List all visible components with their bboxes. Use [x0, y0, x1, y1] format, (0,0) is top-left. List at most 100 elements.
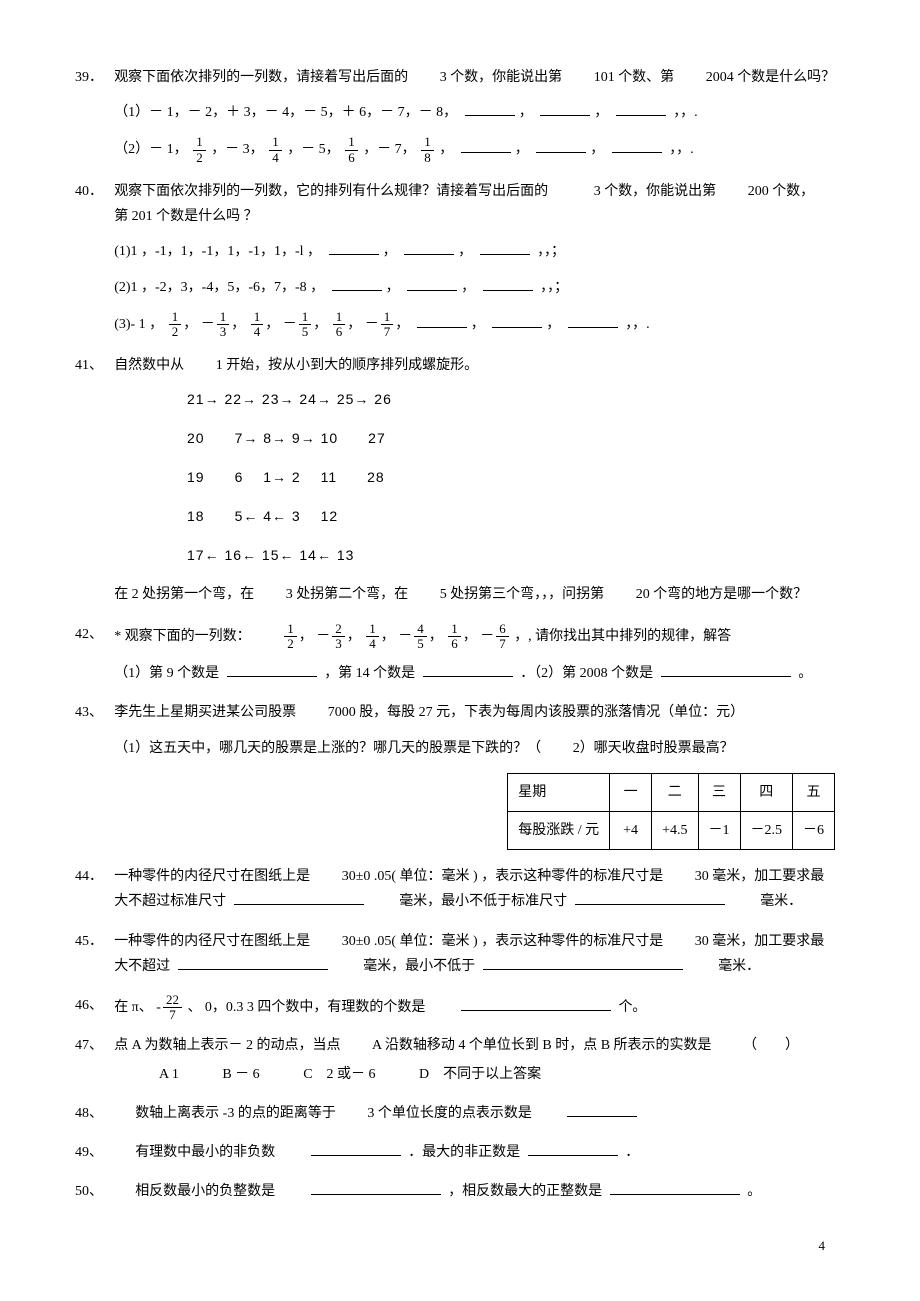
- q48-t1: 数轴上离表示 -3 的点的距离等于: [135, 1106, 336, 1121]
- question-50: 50、 相反数最小的负整数是 ，相反数最大的正整数是 。: [75, 1179, 845, 1204]
- question-46: 46、 在 π、 -227 、 0，0.3 3 四个数中，有理数的个数是 个。: [75, 993, 845, 1023]
- q40-p2-b3[interactable]: [483, 277, 533, 291]
- q39-f4: 18: [421, 135, 434, 165]
- q40-p3-b1[interactable]: [417, 314, 467, 328]
- q39-p2-blank2[interactable]: [536, 139, 586, 153]
- q40-f3: 14: [251, 310, 264, 340]
- spiral-r4: 18 5← 4← 3 12: [187, 504, 845, 529]
- q45-l2c: 毫米．: [718, 959, 760, 974]
- q39-text-3: 101 个数、第: [594, 70, 675, 85]
- q49-blank2[interactable]: [528, 1142, 618, 1156]
- question-39: 39． 观察下面依次排列的一列数，请接着写出后面的 3 个数，你能说出第 101…: [75, 65, 845, 165]
- q42-n1: －: [316, 629, 330, 644]
- q39-p2-blank1[interactable]: [461, 139, 511, 153]
- q47-prompt: 点 A 为数轴上表示－ 2 的动点，当点 A 沿数轴移动 4 个单位长到 B 时…: [114, 1033, 845, 1058]
- q39-p2-s2: ，－ 5，: [287, 142, 340, 157]
- choice-c[interactable]: C 2 或－ 6: [303, 1062, 375, 1087]
- q42-s1b: ，第 14 个数是: [324, 666, 415, 681]
- q40-p1-lead: (1)1 ，-1，1，-1，1，-1，1，-l ，: [114, 244, 321, 259]
- q39-p1-blank1[interactable]: [465, 102, 515, 116]
- q41-number: 41、: [75, 353, 114, 378]
- q45-blank1[interactable]: [178, 956, 328, 970]
- q40-p3: (3)- 1 ， 12， －13， 14， －15， 16， －17， ， ， …: [75, 310, 845, 340]
- q41-b2: 3 处拐第二个弯，在: [286, 587, 409, 602]
- q40-f6: 17: [381, 310, 394, 340]
- q42-s1c: ．（2）第 2008 个数是: [520, 666, 653, 681]
- q42-tail: ，, 请你找出其中排列的规律，解答: [514, 629, 731, 644]
- q50-t2: ，相反数最大的正整数是: [448, 1184, 602, 1199]
- th-c2: 二: [652, 773, 698, 811]
- q42-blank3[interactable]: [661, 663, 791, 677]
- q42-f2: 23: [332, 622, 345, 652]
- q40-p2-b2[interactable]: [407, 277, 457, 291]
- table-row: 每股涨跌 / 元 +4 +4.5 －1 －2.5 －6: [508, 811, 835, 849]
- q45-line2: 大不超过 毫米，最小不低于 毫米．: [75, 954, 845, 979]
- q42-f1: 12: [284, 622, 297, 652]
- q39-f3: 16: [345, 135, 358, 165]
- q40-p3-b2[interactable]: [492, 314, 542, 328]
- q46-neg: -: [156, 1000, 161, 1015]
- q50-number: 50、: [75, 1179, 114, 1204]
- q39-prompt: 观察下面依次排列的一列数，请接着写出后面的 3 个数，你能说出第 101 个数、…: [114, 65, 845, 90]
- q47-number: 47、: [75, 1033, 114, 1058]
- q40-p2-b1[interactable]: [332, 277, 382, 291]
- q39-text-4: 2004 个数是什么吗？: [706, 70, 836, 85]
- q39-text-1: 观察下面依次排列的一列数，请接着写出后面的: [114, 70, 408, 85]
- q46-t2: 、 0，0.3 3 四个数中，有理数的个数是: [187, 1000, 425, 1015]
- choice-a[interactable]: A 1: [159, 1062, 179, 1087]
- q45-t2: 30±0 .05( 单位：毫米 ) ，表示这种零件的标准尺寸是: [342, 934, 664, 949]
- spiral-r1: 21→ 22→ 23→ 24→ 25→ 26: [187, 387, 845, 412]
- question-47: 47、 点 A 为数轴上表示－ 2 的动点，当点 A 沿数轴移动 4 个单位长到…: [75, 1033, 845, 1087]
- q39-p1-blank3[interactable]: [616, 102, 666, 116]
- q47-paren[interactable]: （ ）: [743, 1038, 799, 1053]
- choice-d[interactable]: D 不同于以上答案: [419, 1062, 541, 1087]
- q40-f5: 16: [333, 310, 346, 340]
- q40-p3-b3[interactable]: [568, 314, 618, 328]
- q39-part1: （1）－ 1，－ 2，＋ 3，－ 4，－ 5，＋ 6，－ 7，－ 8， ， ， …: [75, 100, 845, 125]
- q39-f1: 12: [193, 135, 206, 165]
- q40-p1-b3[interactable]: [480, 241, 530, 255]
- page-number: 4: [75, 1234, 845, 1257]
- q39-p2-blank3[interactable]: [612, 139, 662, 153]
- q42-f4: 45: [414, 622, 427, 652]
- q45-t1: 一种零件的内径尺寸在图纸上是: [114, 934, 310, 949]
- q41-t1: 自然数中从: [114, 358, 184, 373]
- q39-p2-s1: ，－ 3，: [211, 142, 264, 157]
- q44-blank2[interactable]: [575, 891, 725, 905]
- q39-p1-lead: （1）－ 1，－ 2，＋ 3，－ 4，－ 5，＋ 6，－ 7，－ 8，: [114, 105, 457, 120]
- q48-blank[interactable]: [567, 1103, 637, 1117]
- q43-l2b: 2）哪天收盘时股票最高？: [573, 741, 734, 756]
- q40-neg2: －: [283, 317, 297, 332]
- q46-blank[interactable]: [461, 997, 611, 1011]
- q50-blank2[interactable]: [610, 1181, 740, 1195]
- q42-s1d: 。: [798, 666, 812, 681]
- q39-p2-tail: ，，.: [669, 142, 694, 157]
- q40-neg1: －: [201, 317, 215, 332]
- q50-blank1[interactable]: [311, 1181, 441, 1195]
- q39-p1-blank2[interactable]: [540, 102, 590, 116]
- q50-t1: 相反数最小的负整数是: [135, 1184, 275, 1199]
- q40-p1-b2[interactable]: [404, 241, 454, 255]
- q49-blank1[interactable]: [311, 1142, 401, 1156]
- q45-blank2[interactable]: [483, 956, 683, 970]
- spiral-r2: 20 7→ 8→ 9→ 10 27: [187, 426, 845, 451]
- q44-t1: 一种零件的内径尺寸在图纸上是: [114, 869, 310, 884]
- q40-p1-b1[interactable]: [329, 241, 379, 255]
- q40-f1: 12: [169, 310, 182, 340]
- q49-t1: 有理数中最小的非负数: [135, 1145, 275, 1160]
- th-c5: 五: [793, 773, 835, 811]
- q42-blank2[interactable]: [423, 663, 513, 677]
- spiral-r5: 17← 16← 15← 14← 13: [187, 543, 845, 568]
- q44-l2c: 毫米．: [760, 894, 802, 909]
- q39-p2-s3: ，－ 7，: [363, 142, 416, 157]
- q39-p2-s4: ，: [439, 142, 453, 157]
- q46-t3: 个。: [618, 1000, 646, 1015]
- q47-choices: A 1 B － 6 C 2 或－ 6 D 不同于以上答案: [75, 1062, 845, 1087]
- q50-t3: 。: [747, 1184, 761, 1199]
- q44-blank1[interactable]: [234, 891, 364, 905]
- q42-blank1[interactable]: [227, 663, 317, 677]
- q44-prompt: 一种零件的内径尺寸在图纸上是 30±0 .05( 单位：毫米 ) ，表示这种零件…: [114, 864, 845, 889]
- q40-p2-lead: (2)1 ，-2，3，-4，5，-6，7，-8 ，: [114, 280, 324, 295]
- q44-number: 44．: [75, 864, 114, 889]
- choice-b[interactable]: B － 6: [222, 1062, 259, 1087]
